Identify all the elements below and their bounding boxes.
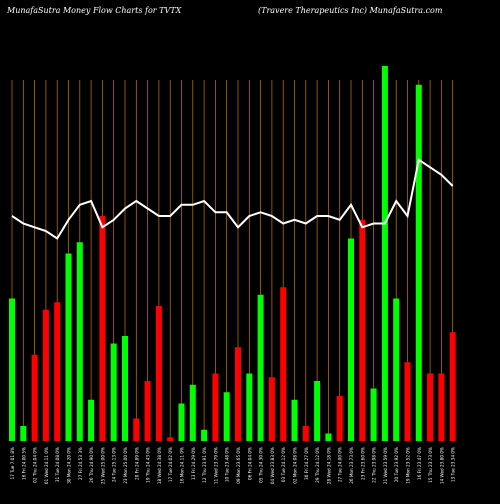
x-tick-label: 20 Fri 24.89 0%	[134, 447, 139, 480]
outflow-bar	[280, 287, 287, 441]
x-tick-label: 24 Tue 25.13 0%	[112, 447, 117, 482]
outflow-bar	[268, 377, 275, 441]
x-tick-label: 30 Fri 24.27 0%	[304, 447, 309, 480]
outflow-bar	[438, 373, 445, 441]
x-tick-label: 02 Mon 24.08 0%	[293, 447, 298, 484]
chart-subtitle: (Travere Therapeutics Inc) MunafaSutra.c…	[258, 6, 443, 15]
x-tick-label: 17 Tue 7.01 8%	[10, 447, 15, 479]
x-tick-label: 09 Mon 23.65 0%	[236, 447, 241, 484]
inflow-bar	[370, 388, 377, 441]
inflow-bar	[415, 84, 422, 441]
x-tick-label: 21 Wed 23.59 0%	[383, 447, 388, 484]
x-tick-label: 23 Mon 25.00 0%	[123, 447, 128, 484]
x-tick-label: 13 Tue 23.34 0%	[451, 447, 456, 482]
x-tick-label: 19 Thu 24.43 0%	[146, 447, 151, 483]
inflow-bar	[246, 373, 253, 441]
inflow-bar	[381, 66, 388, 441]
x-tick-label: 29 Thu 24.12 0%	[315, 447, 320, 483]
x-tick-label: 27 Tue 24.00 0%	[338, 447, 343, 482]
outflow-bar	[167, 437, 174, 441]
inflow-bar	[9, 298, 15, 441]
x-tick-label: 01 Wed 24.11 0%	[44, 447, 49, 484]
inflow-bar	[325, 433, 332, 441]
outflow-bar	[99, 216, 106, 441]
x-tick-label: 15 Thu 23.73 0%	[428, 447, 433, 483]
x-tick-label: 04 Wed 23.83 0%	[270, 447, 275, 484]
price-line	[11, 158, 454, 240]
inflow-bar	[393, 298, 400, 441]
x-tick-label: 10 Tue 23.48 0%	[225, 447, 230, 482]
x-tick-label: 03 Tue 24.12 0%	[281, 447, 286, 482]
x-tick-label: 13 Fri 24.29 0%	[191, 447, 196, 480]
inflow-bar	[65, 253, 72, 441]
outflow-bar	[235, 347, 241, 441]
x-tick-label: 18 Wed 24.38 0%	[157, 447, 162, 484]
outflow-bar	[155, 306, 162, 441]
outflow-bar	[54, 302, 61, 441]
x-tick-label: 14 Wed 23.80 0%	[439, 447, 444, 484]
outflow-bar	[449, 332, 456, 441]
inflow-bar	[20, 426, 27, 441]
x-tick-label: 30 Mon 24.20 0%	[67, 447, 72, 484]
x-tick-label: 31 Tue 24.08 0%	[55, 447, 60, 482]
outflow-bar	[359, 219, 366, 441]
inflow-bar	[88, 399, 95, 441]
inflow-bar	[201, 429, 208, 441]
inflow-bar	[314, 381, 321, 441]
inflow-bar	[189, 384, 196, 441]
x-tick-label: 20 Tue 23.92 0%	[394, 447, 399, 482]
outflow-bar	[42, 309, 49, 441]
x-tick-label: 05 Thu 24.30 0%	[259, 447, 264, 483]
outflow-bar	[427, 373, 434, 441]
inflow-bar	[76, 242, 83, 441]
x-tick-label: 27 Fri 24.53 3%	[78, 447, 83, 480]
x-tick-label: 12 Thu 23.91 0%	[202, 447, 207, 483]
inflow-bar	[223, 392, 230, 441]
x-tick-label: 19 Mon 23.52 0%	[406, 447, 411, 484]
outflow-bar	[31, 354, 38, 441]
outflow-bar	[404, 362, 411, 441]
x-tick-label: 11 Wed 23.79 0%	[213, 447, 218, 484]
x-tick-label: 22 Thu 23.98 0%	[372, 447, 377, 483]
outflow-bar	[336, 396, 343, 441]
x-tick-label: 16 Fri 24.00 5%	[21, 447, 26, 480]
x-tick-label: 06 Fri 24.04 0%	[247, 447, 252, 480]
outflow-bar	[133, 418, 140, 441]
x-tick-label: 23 Fri 23.60 0%	[360, 447, 365, 480]
outflow-bar	[302, 426, 309, 441]
inflow-bar	[122, 336, 128, 441]
chart-title: MunafaSutra Money Flow Charts for TVTX	[7, 6, 182, 15]
x-tick-label: 16 Fri 23.47 0%	[417, 447, 422, 480]
outflow-bar	[212, 373, 219, 441]
inflow-bar	[178, 403, 185, 441]
outflow-bar	[144, 381, 151, 441]
inflow-bar	[257, 294, 264, 441]
x-tick-label: 26 Mon 23.73 0%	[349, 447, 354, 484]
inflow-bar	[110, 343, 117, 441]
inflow-bar	[348, 238, 354, 441]
x-tick-label: 28 Wed 24.18 0%	[326, 447, 331, 484]
x-tick-label: 02 Thu 24.04 0%	[33, 447, 38, 483]
x-tick-label: 25 Wed 25.00 0%	[100, 447, 105, 484]
x-tick-label: 26 Thu 24.90 0%	[89, 447, 94, 483]
x-tick-label: 17 Tue 24.02 0%	[168, 447, 173, 482]
inflow-bar	[291, 399, 298, 441]
x-tick-label: 16 Mon 24.11 0%	[180, 447, 185, 484]
